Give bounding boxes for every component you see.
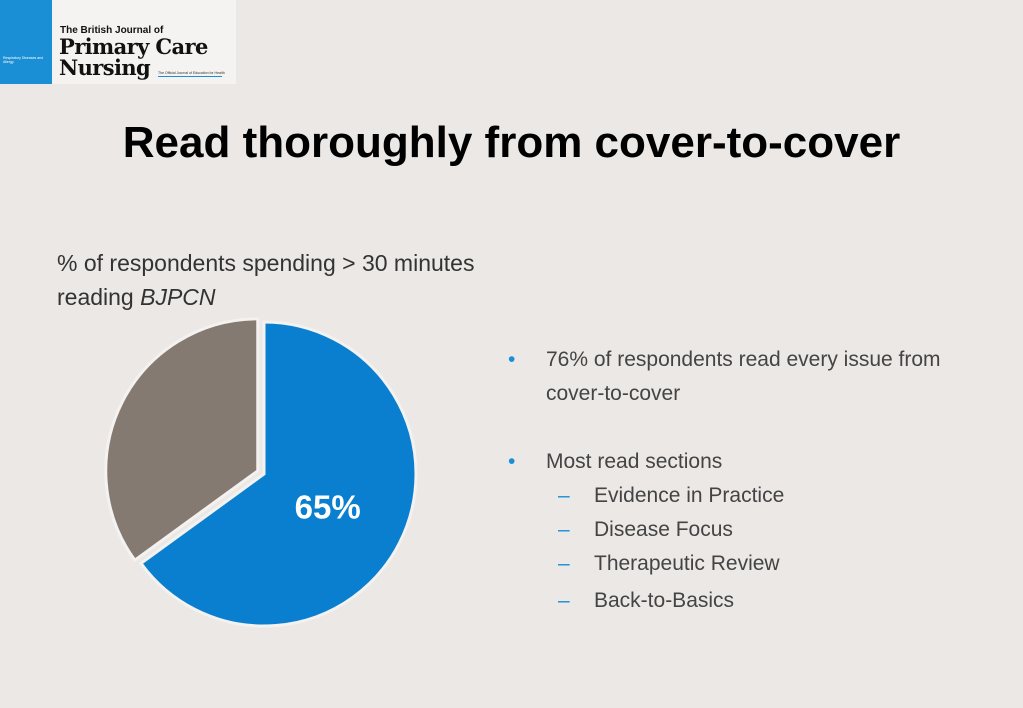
bullet-text: Most read sections — [546, 450, 723, 473]
sub-bullet-item: – Evidence in Practice — [508, 479, 988, 513]
bullet-dot: • — [508, 450, 516, 473]
logo-tagline: The Official Journal of Education for He… — [158, 71, 225, 75]
bullet-item: • 76% of respondents read every issue fr… — [508, 343, 988, 411]
chart-subtitle: % of respondents spending > 30 minutes r… — [57, 246, 557, 314]
sub-bullet-text: Evidence in Practice — [594, 484, 785, 507]
logo-rule — [158, 76, 222, 77]
journal-logo: Respiratory Diseases and Allergy The Bri… — [0, 0, 236, 84]
sub-bullet-dash: – — [558, 552, 570, 575]
bullet-item: • Most read sections — [508, 445, 988, 479]
pie-slice — [104, 317, 260, 563]
sub-bullet-dash: – — [558, 589, 570, 612]
bullet-dot: • — [508, 348, 516, 371]
logo-sidebar-text: Respiratory Diseases and Allergy — [3, 56, 44, 64]
pie-chart: 65% — [104, 317, 418, 628]
logo-primary-care: Primary Care — [59, 34, 208, 59]
subtitle-text: % of respondents spending > 30 minutes r… — [57, 250, 475, 310]
slide-title: Read thoroughly from cover-to-cover — [122, 118, 901, 167]
sub-bullet-text: Disease Focus — [594, 518, 733, 541]
pie-slice — [138, 320, 418, 628]
sub-bullet-item: – Disease Focus — [508, 513, 988, 547]
sub-bullet-dash: – — [558, 484, 570, 507]
bullet-text: 76% of respondents read every issue from… — [546, 348, 941, 405]
subtitle-journal-abbrev: BJPCN — [140, 284, 216, 310]
bullet-list: • 76% of respondents read every issue fr… — [508, 343, 988, 618]
sub-bullet-text: Therapeutic Review — [594, 552, 780, 575]
sub-bullet-text: Back-to-Basics — [594, 589, 735, 612]
sub-bullet-dash: – — [558, 518, 570, 541]
pie-slices — [104, 317, 418, 628]
sub-bullet-item: – Therapeutic Review — [508, 547, 988, 581]
pie-slice-label: 65% — [295, 488, 361, 525]
sub-bullet-item: – Back-to-Basics — [508, 584, 988, 618]
logo-journal-line: The British Journal of — [60, 25, 164, 36]
logo-nursing: Nursing — [59, 55, 151, 80]
logo-blue-band: Respiratory Diseases and Allergy — [0, 0, 52, 84]
